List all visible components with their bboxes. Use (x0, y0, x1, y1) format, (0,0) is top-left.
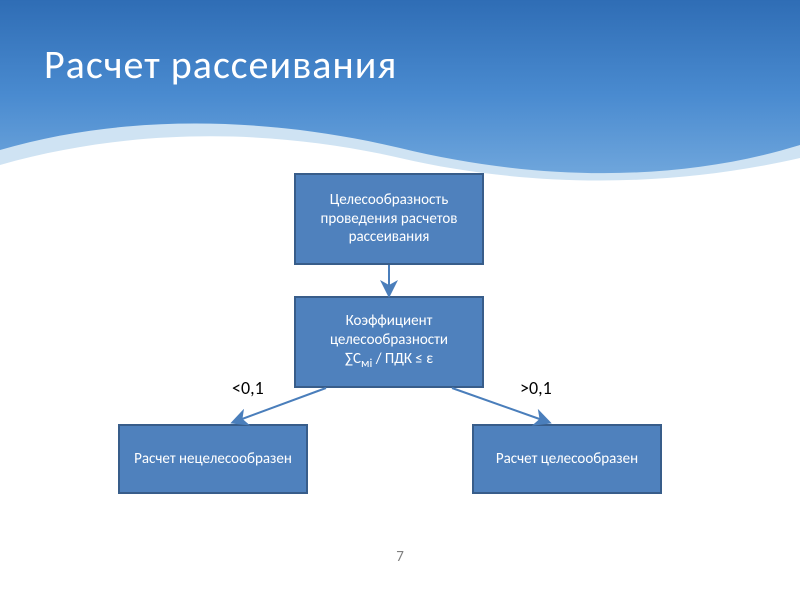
flow-node-not-advisable: Расчет нецелесообразен (118, 424, 308, 494)
flow-node-label: Расчет нецелесообразен (134, 450, 292, 469)
page-number: 7 (0, 548, 800, 566)
slide: Расчет рассеивания Целесообразность пров… (0, 0, 800, 600)
slide-title: Расчет рассеивания (44, 40, 397, 89)
flow-node-label: Целесообразность проведения расчетов рас… (304, 191, 474, 247)
flow-node-label: Расчет целесообразен (496, 450, 638, 469)
edge-label-right: >0,1 (520, 377, 552, 399)
flow-node-label: Коэффициент целесообразности∑Cмi / ПДК ≤… (304, 312, 474, 371)
flow-node-coefficient: Коэффициент целесообразности∑Cмi / ПДК ≤… (294, 296, 484, 388)
flow-node-advisable: Расчет целесообразен (472, 424, 662, 494)
edge-label-left: <0,1 (232, 377, 264, 399)
flow-node-purpose: Целесообразность проведения расчетов рас… (294, 173, 484, 265)
